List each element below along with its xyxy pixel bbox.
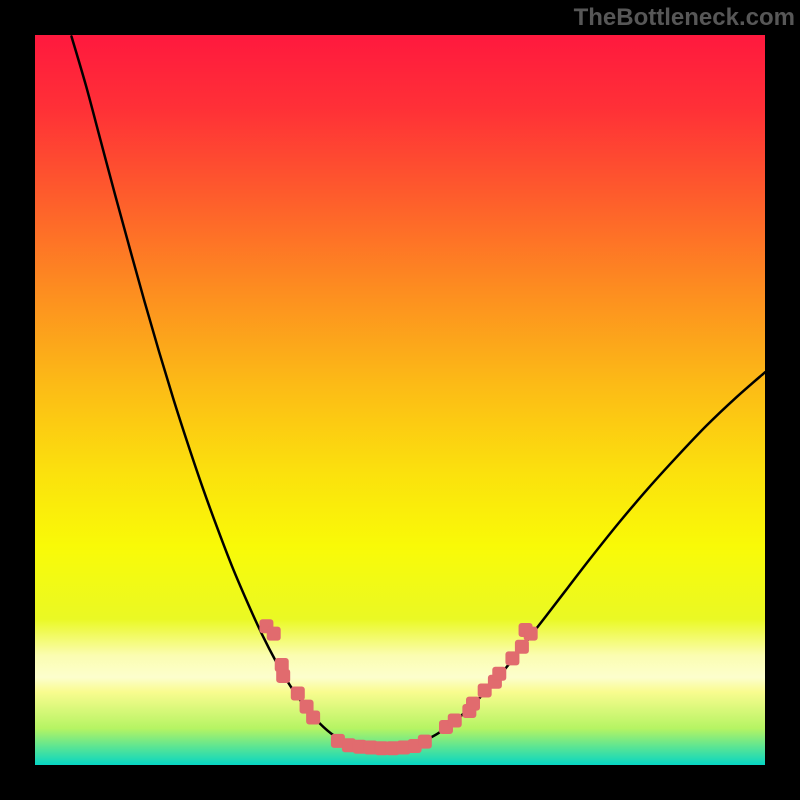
chart-stage: TheBottleneck.com — [0, 0, 800, 800]
watermark-label: TheBottleneck.com — [574, 4, 795, 32]
plot-area — [35, 35, 765, 765]
